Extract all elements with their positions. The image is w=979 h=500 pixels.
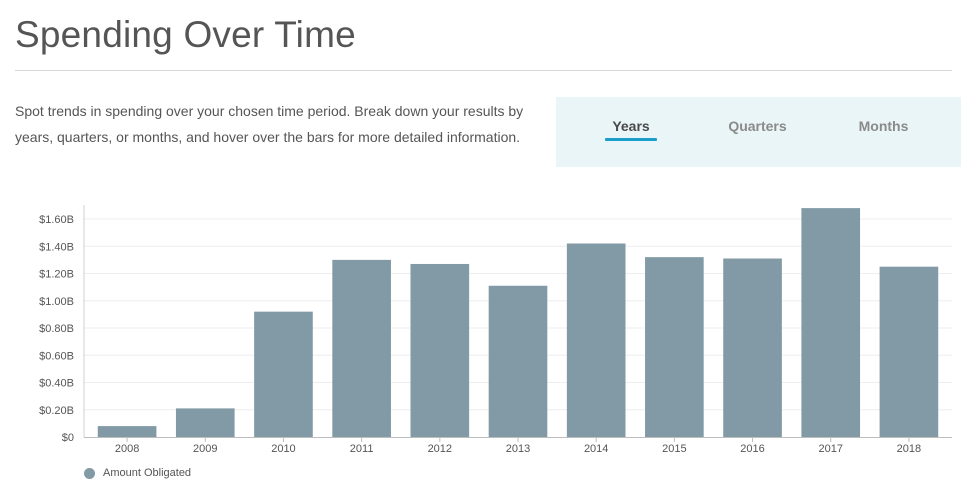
x-tick-labels: 2008 2009 2010 2011 2012 2013 2014 2015 2016 2017… (115, 443, 921, 455)
bar-2017[interactable] (801, 208, 861, 437)
axis-layer (83, 205, 952, 442)
y-tick-label: $1.20B (39, 269, 74, 281)
page-title: Spending Over Time (15, 14, 356, 55)
bar-2013[interactable] (488, 285, 548, 437)
x-tick-label: 2015 (662, 443, 686, 455)
x-tick-label: 2012 (428, 443, 452, 455)
y-tick-label: $0.60B (39, 350, 74, 362)
x-tick-label: 2009 (193, 443, 217, 455)
bar-2012[interactable] (410, 263, 470, 437)
bar-layer (97, 208, 939, 437)
x-tick-label: 2014 (584, 443, 608, 455)
tab-months-label: Months (858, 118, 909, 134)
spending-bar-chart-svg: $0 $0.20B $0.40B $0.60B $0.80B $1.00B $1.20B $1… (39, 205, 952, 455)
x-tick-label: 2017 (818, 443, 842, 455)
tab-quarters[interactable]: Quarters (724, 117, 791, 147)
x-tick-label: 2011 (350, 443, 374, 455)
active-tab-underline (605, 138, 657, 141)
y-tick-label: $1.60B (39, 214, 74, 226)
tab-years-label: Years (612, 118, 650, 134)
y-tick-label: $0.80B (39, 323, 74, 335)
bar-2016[interactable] (723, 258, 782, 437)
x-tick-label: 2010 (271, 443, 295, 455)
y-tick-label: $1.00B (39, 296, 74, 308)
tab-quarters-label: Quarters (728, 118, 787, 134)
title-divider (15, 70, 952, 71)
bar-2014[interactable] (566, 243, 626, 437)
legend-label: Amount Obligated (103, 467, 192, 479)
x-tick-label: 2016 (740, 443, 764, 455)
bar-2009[interactable] (175, 408, 235, 437)
legend-swatch (84, 467, 95, 479)
chart-legend: Amount Obligated (84, 465, 191, 481)
bar-2011[interactable] (332, 259, 391, 437)
bar-2018[interactable] (879, 266, 939, 437)
section-description: Spot trends in spending over your chosen… (15, 103, 524, 145)
bar-2008[interactable] (97, 426, 157, 437)
tab-months[interactable]: Months (855, 117, 912, 147)
y-tick-label: $0.20B (39, 405, 74, 417)
bar-2010[interactable] (254, 311, 313, 437)
x-tick-label: 2013 (506, 443, 530, 455)
y-tick-labels: $0 $0.20B $0.40B $0.60B $0.80B $1.00B $1.20B $1… (39, 214, 74, 444)
y-tick-label: $0 (62, 432, 74, 444)
y-tick-label: $1.40B (39, 241, 74, 253)
period-picker: Years Quarters Months (556, 97, 961, 167)
bar-2015[interactable] (645, 257, 704, 437)
x-tick-label: 2008 (115, 443, 139, 455)
spending-chart: $0 $0.20B $0.40B $0.60B $0.80B $1.00B $1.20B $1… (0, 195, 979, 500)
x-tick-label: 2018 (897, 443, 921, 455)
y-tick-label: $0.40B (39, 378, 74, 390)
tab-years[interactable]: Years (605, 117, 657, 147)
